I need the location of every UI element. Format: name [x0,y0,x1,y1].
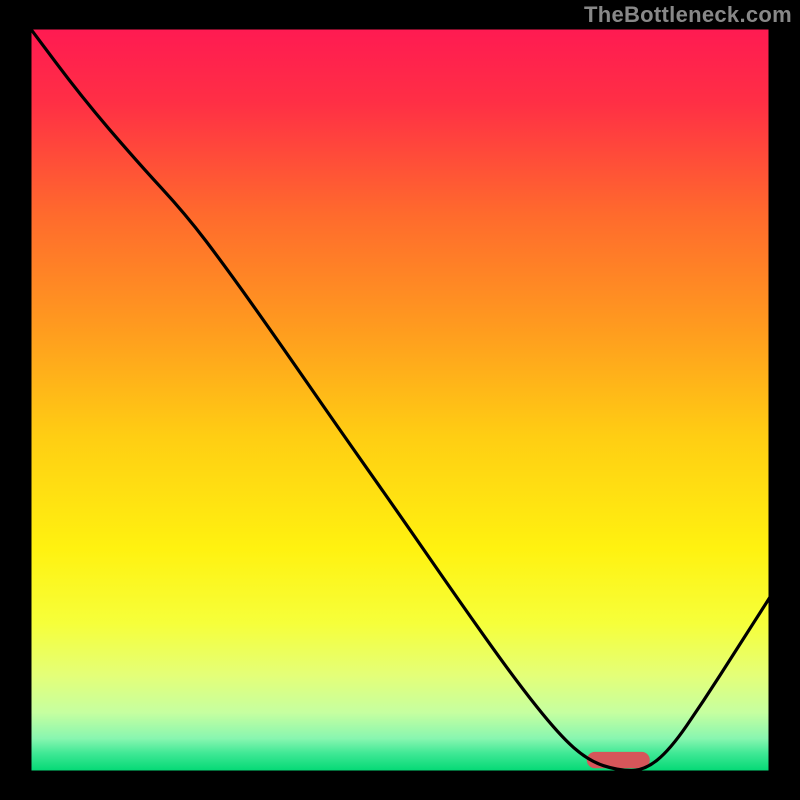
gradient-chart [30,28,770,772]
optimum-marker [587,752,650,768]
watermark-text: TheBottleneck.com [584,2,792,28]
plot-area [30,28,770,772]
gradient-background [30,28,770,772]
chart-container: { "watermark": { "text": "TheBottleneck.… [0,0,800,800]
